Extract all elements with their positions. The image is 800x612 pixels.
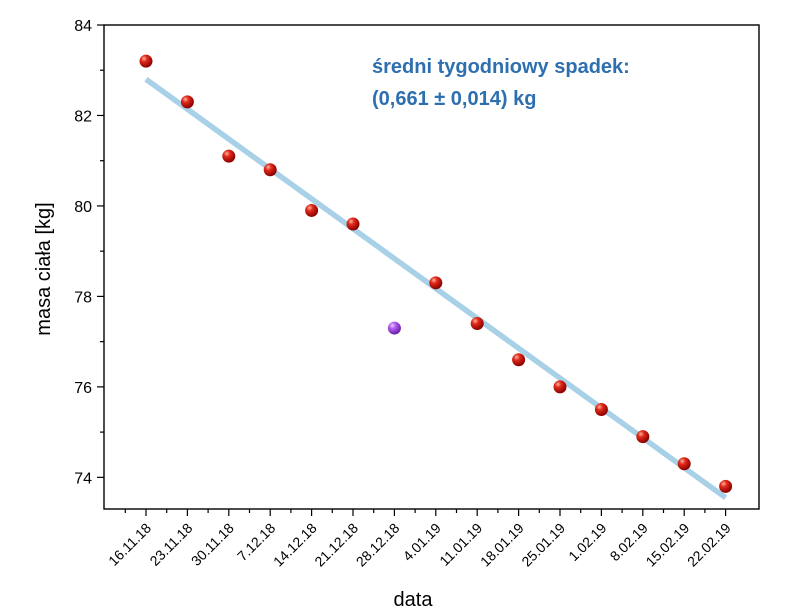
- data-point: [180, 95, 194, 109]
- data-point: [677, 457, 691, 471]
- y-axis-title: masa ciała [kg]: [33, 202, 55, 335]
- data-point: [139, 54, 153, 68]
- y-tick-label: 84: [74, 18, 92, 35]
- data-point: [346, 217, 360, 231]
- data-point: [305, 203, 319, 217]
- x-tick-label: 1.02.19: [565, 520, 609, 564]
- x-tick-label: 18.01.19: [477, 520, 527, 570]
- data-point: [719, 479, 733, 493]
- x-tick-label: 22.02.19: [684, 520, 734, 570]
- y-tick-label: 82: [74, 108, 92, 125]
- x-tick-label: 21.12.18: [311, 520, 361, 570]
- annotation-line-1: średni tygodniowy spadek:: [372, 56, 630, 78]
- x-tick-label: 25.01.19: [518, 520, 568, 570]
- data-point: [636, 430, 650, 444]
- x-tick-label: 16.11.18: [105, 520, 154, 569]
- x-tick-label: 11.01.19: [436, 520, 485, 569]
- plot-frame: [103, 24, 760, 510]
- x-tick-label: 14.12.18: [270, 520, 320, 570]
- y-tick-label: 74: [74, 470, 92, 487]
- y-tick-label: 76: [74, 380, 92, 397]
- data-point: [263, 163, 277, 177]
- data-point: [512, 353, 526, 367]
- x-tick-label: 30.11.18: [188, 520, 237, 569]
- data-point: [470, 317, 484, 331]
- y-tick-label: 78: [74, 289, 92, 306]
- outlier-point: [387, 321, 401, 335]
- x-tick-label: 15.02.19: [642, 520, 692, 570]
- annotation: średni tygodniowy spadek: (0,661 ± 0,014…: [372, 56, 630, 110]
- x-tick-label: 28.12.18: [353, 520, 403, 570]
- data-point: [429, 276, 443, 290]
- x-axis-title: data: [394, 589, 434, 611]
- data-point: [553, 380, 567, 394]
- data-point: [222, 149, 236, 163]
- x-tick-label: 23.11.18: [146, 520, 195, 569]
- y-tick-label: 80: [74, 199, 92, 216]
- data-point: [594, 402, 608, 416]
- annotation-line-2: (0,661 ± 0,014) kg: [372, 88, 536, 110]
- data-points: [139, 54, 733, 493]
